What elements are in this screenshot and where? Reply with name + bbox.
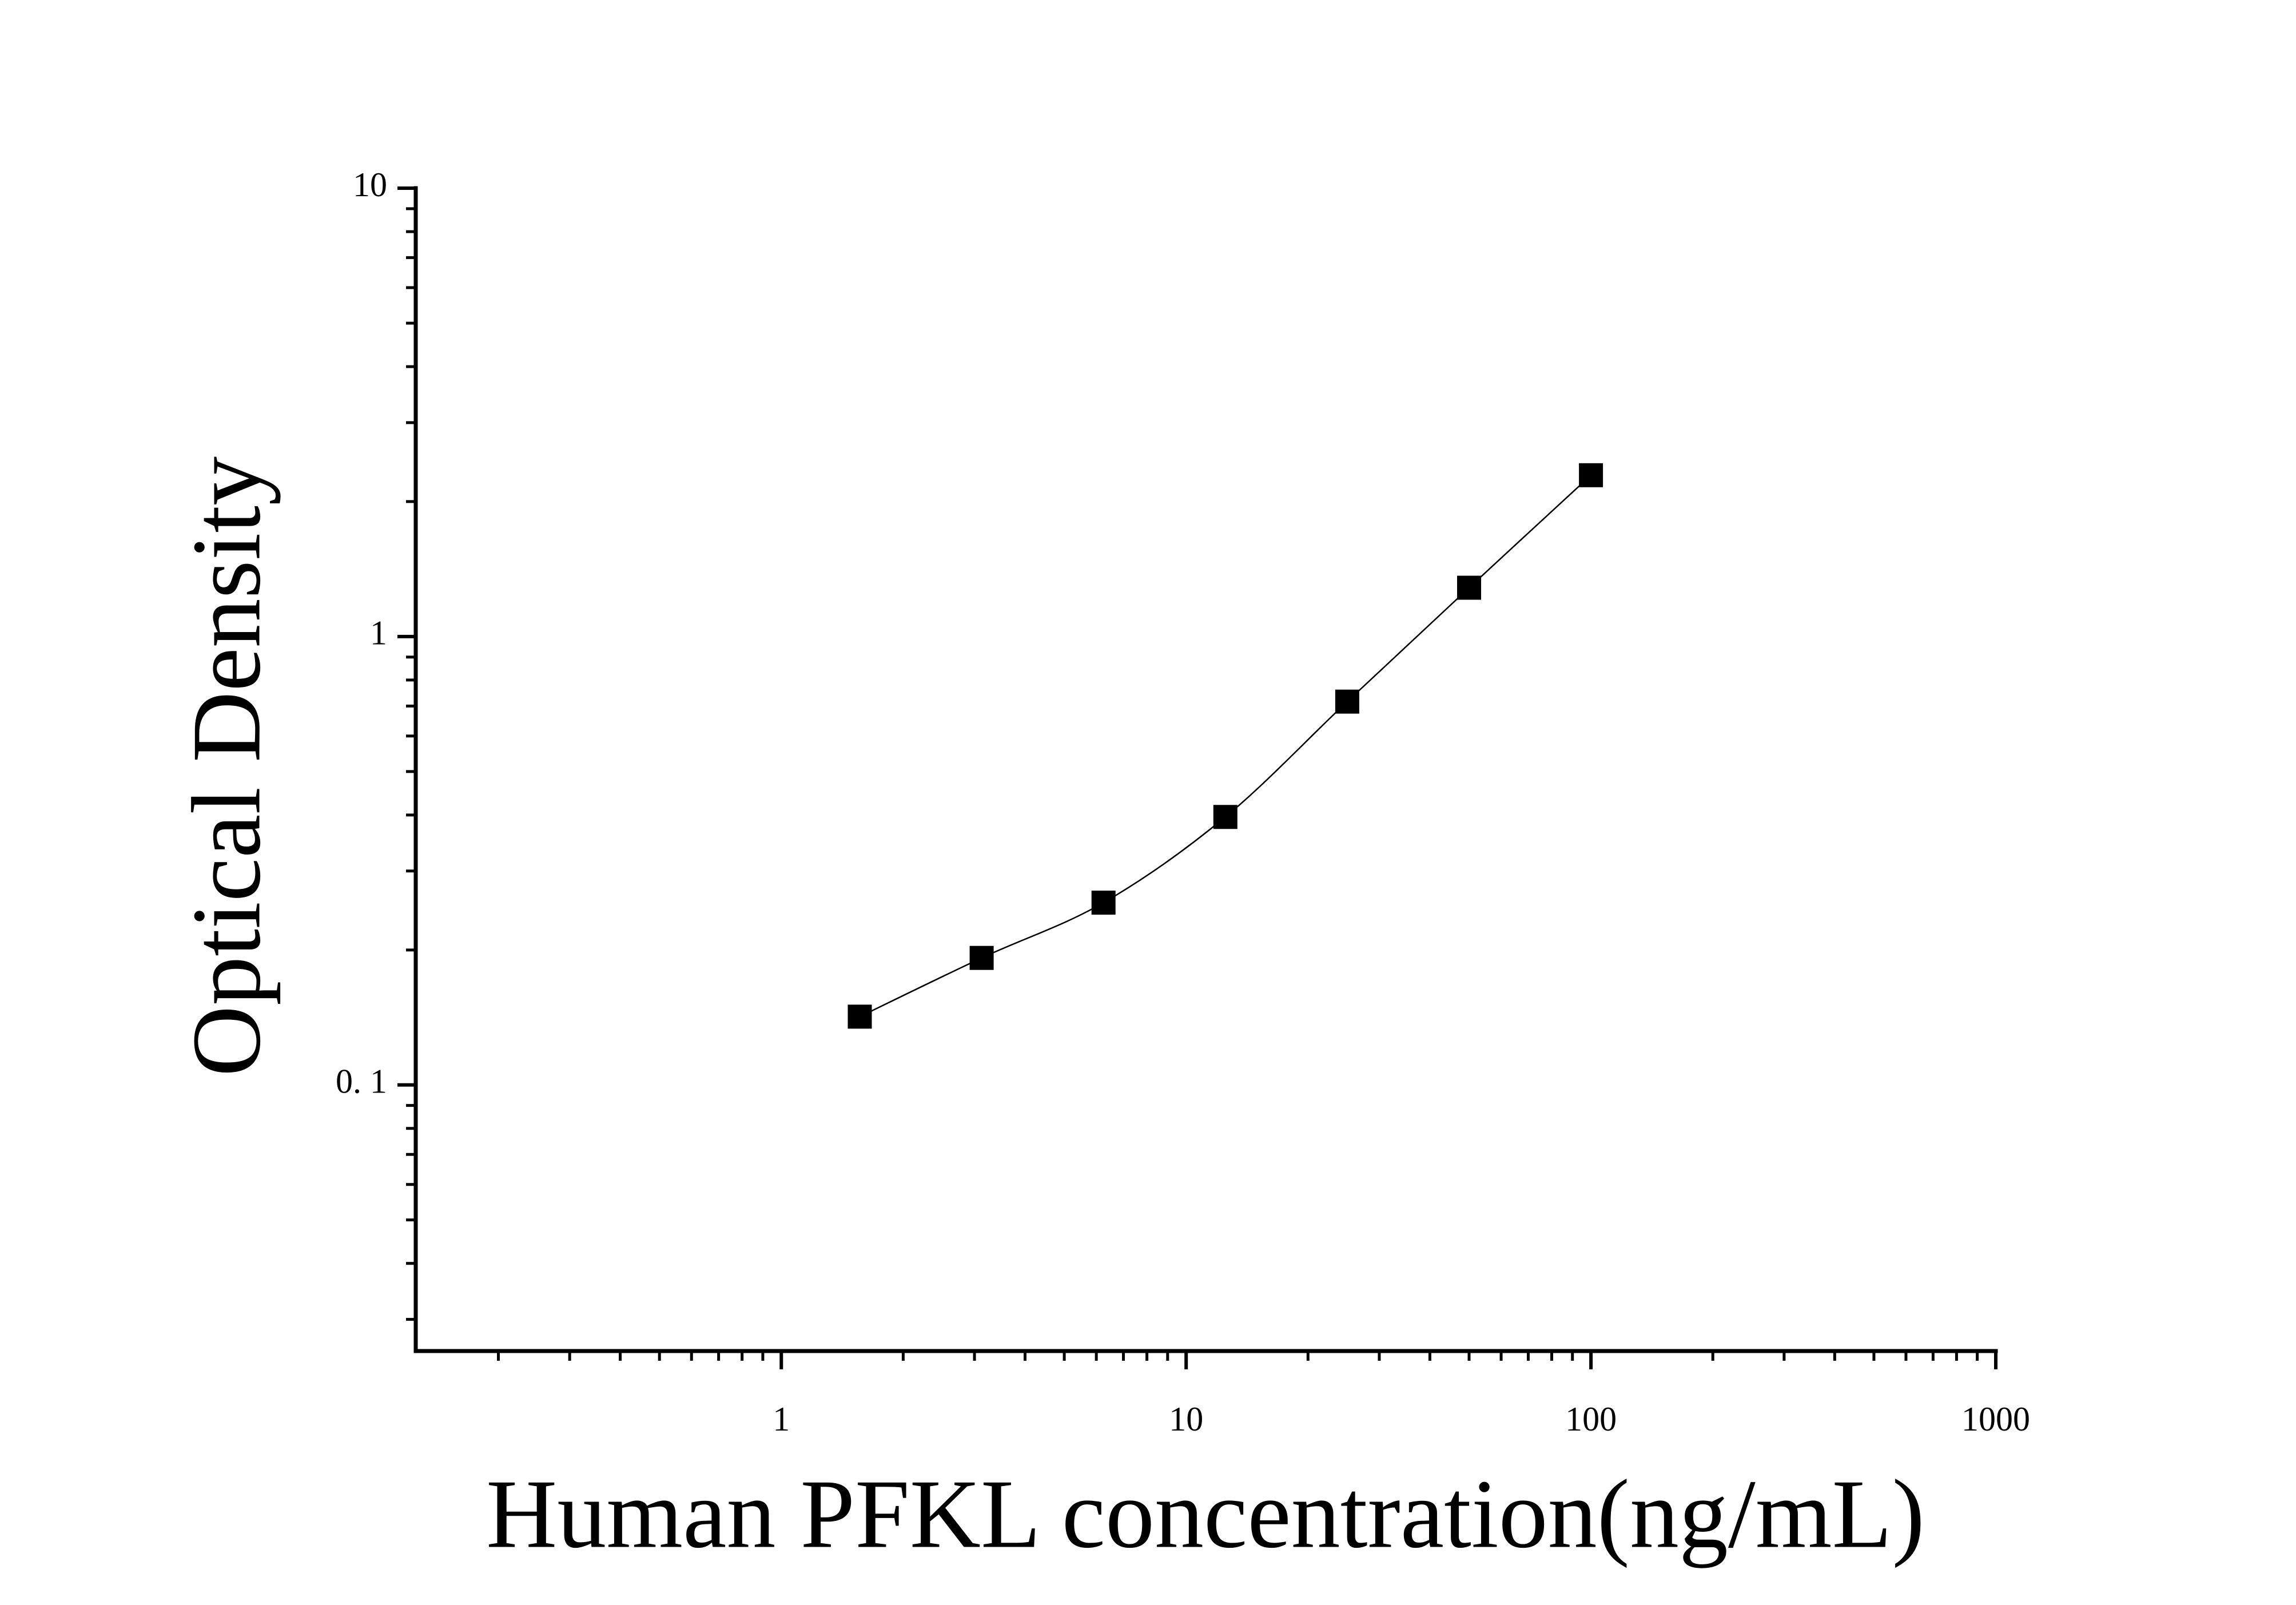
data-point: [1213, 805, 1237, 829]
y-tick-label: 10: [353, 166, 387, 204]
x-axis-title: Human PFKL concentration(ng/mL): [486, 1460, 1925, 1568]
data-point: [1335, 689, 1359, 714]
x-tick-label: 10: [1169, 1400, 1203, 1438]
data-point: [1457, 575, 1481, 600]
data-point: [1579, 463, 1603, 487]
data-point: [969, 945, 994, 970]
x-tick-label: 1000: [1961, 1400, 2030, 1438]
x-tick-label: 1: [773, 1400, 790, 1438]
y-tick-label: 1: [370, 614, 387, 652]
y-tick-label: 0. 1: [336, 1063, 387, 1101]
data-point: [847, 1004, 872, 1029]
y-axis-title: Optical Density: [172, 456, 281, 1076]
data-point: [1091, 891, 1116, 915]
x-tick-label: 100: [1565, 1400, 1617, 1438]
